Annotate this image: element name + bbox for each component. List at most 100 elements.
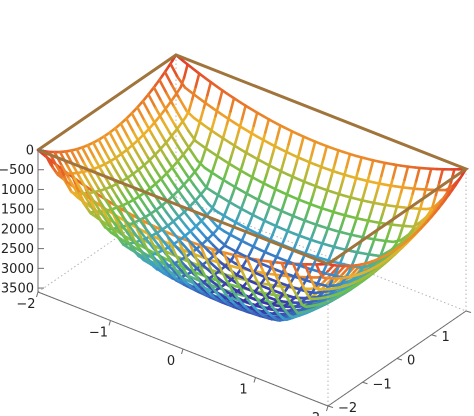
mesh-segment bbox=[160, 265, 171, 276]
mesh-segment bbox=[254, 197, 264, 204]
mesh-segment bbox=[333, 149, 340, 165]
mesh-segment bbox=[219, 195, 230, 203]
mesh-segment bbox=[190, 248, 197, 259]
mesh-segment bbox=[168, 237, 179, 249]
mesh-segment bbox=[221, 136, 232, 145]
mesh-segment bbox=[355, 241, 362, 254]
mesh-segment bbox=[396, 191, 403, 206]
mesh-segment bbox=[154, 106, 165, 123]
mesh-segment bbox=[364, 172, 372, 188]
mesh-segment bbox=[86, 189, 96, 204]
mesh-segment bbox=[63, 175, 70, 186]
mesh-segment bbox=[288, 194, 299, 201]
mesh-segment bbox=[225, 180, 235, 188]
mesh-segment bbox=[80, 189, 91, 205]
mesh-segment bbox=[199, 193, 210, 205]
mesh-segment bbox=[153, 257, 164, 268]
mesh-segment bbox=[135, 214, 146, 228]
mesh-segment bbox=[274, 215, 281, 228]
mesh-segment bbox=[198, 278, 209, 287]
mesh-segment bbox=[368, 159, 375, 175]
mesh-segment bbox=[385, 225, 393, 239]
mesh-segment bbox=[293, 200, 300, 214]
mesh-segment bbox=[172, 105, 183, 121]
mesh-segment bbox=[164, 210, 175, 223]
mesh-segment bbox=[152, 151, 163, 166]
mesh-segment bbox=[310, 259, 317, 270]
mesh-segment bbox=[411, 179, 418, 195]
z-tick-label: −1500 bbox=[0, 203, 34, 218]
mesh-segment bbox=[48, 158, 55, 170]
mesh-segment bbox=[144, 193, 155, 208]
mesh-segment bbox=[186, 238, 197, 249]
mesh-segment bbox=[115, 194, 126, 209]
mesh-segment bbox=[162, 240, 173, 253]
mesh-segment bbox=[322, 144, 329, 161]
mesh-segment bbox=[166, 174, 177, 188]
mesh-segment bbox=[225, 259, 232, 270]
mesh-segment bbox=[261, 114, 272, 122]
mesh-segment bbox=[252, 236, 259, 247]
mesh-segment bbox=[124, 219, 135, 233]
mesh-segment bbox=[208, 149, 219, 158]
mesh-segment bbox=[217, 238, 228, 248]
mesh-segment bbox=[169, 62, 180, 79]
mesh-segment bbox=[217, 277, 228, 286]
mesh-segment bbox=[113, 215, 120, 226]
mesh-segment bbox=[173, 233, 184, 245]
mesh-segment bbox=[223, 159, 234, 167]
mesh-segment bbox=[263, 210, 270, 222]
mesh-segment bbox=[310, 140, 317, 157]
mesh-segment bbox=[109, 197, 120, 212]
mesh-segment bbox=[117, 161, 128, 177]
mesh-segment bbox=[226, 199, 237, 207]
z-tick-label: −3000 bbox=[0, 262, 34, 277]
mesh-segment bbox=[283, 143, 290, 159]
mesh-segment bbox=[113, 180, 124, 195]
mesh-segment bbox=[275, 124, 282, 140]
mesh-segment bbox=[254, 110, 265, 118]
mesh-segment bbox=[246, 256, 257, 263]
x-tick-label: 1 bbox=[239, 383, 247, 398]
mesh-segment bbox=[126, 135, 137, 152]
mesh-segment bbox=[353, 169, 360, 185]
mesh-segment bbox=[161, 119, 172, 135]
x-tick-label: −1 bbox=[89, 326, 108, 341]
mesh-segment bbox=[226, 257, 237, 265]
mesh-segment bbox=[241, 126, 252, 134]
y-tick-label: −2 bbox=[338, 401, 357, 416]
mesh-segment bbox=[197, 176, 208, 189]
mesh-segment bbox=[136, 229, 143, 239]
mesh-segment bbox=[163, 70, 174, 87]
mesh-segment bbox=[316, 209, 323, 223]
mesh-segment bbox=[111, 210, 122, 224]
x-tick-label: 0 bbox=[167, 354, 175, 369]
mesh-segment bbox=[168, 190, 179, 204]
mesh-segment bbox=[257, 158, 268, 166]
mesh-segment bbox=[149, 234, 160, 247]
mesh-segment bbox=[203, 76, 214, 85]
mesh-segment bbox=[178, 97, 189, 113]
mesh-segment bbox=[257, 143, 264, 159]
mesh-segment bbox=[86, 143, 97, 161]
mesh-segment bbox=[210, 231, 221, 242]
mesh-segment bbox=[170, 205, 181, 219]
mesh-segment bbox=[192, 233, 202, 245]
mesh-segment bbox=[179, 179, 190, 193]
mesh-segment bbox=[78, 192, 85, 202]
mesh-segment bbox=[199, 121, 210, 130]
mesh-segment bbox=[153, 218, 164, 231]
z-tick-label: −2500 bbox=[0, 242, 34, 257]
mesh-segment bbox=[345, 267, 352, 279]
mesh-segment bbox=[234, 204, 244, 211]
mesh-segment bbox=[122, 206, 133, 220]
mesh-segment bbox=[170, 150, 181, 165]
mesh-segment bbox=[120, 192, 131, 207]
mesh-segment bbox=[190, 219, 201, 231]
mesh-segment bbox=[192, 116, 203, 125]
mesh-segment bbox=[438, 167, 445, 184]
mesh-segment bbox=[281, 191, 292, 198]
mesh-segment bbox=[223, 230, 233, 237]
mesh-segment bbox=[222, 272, 233, 281]
mesh-segment bbox=[290, 214, 301, 220]
